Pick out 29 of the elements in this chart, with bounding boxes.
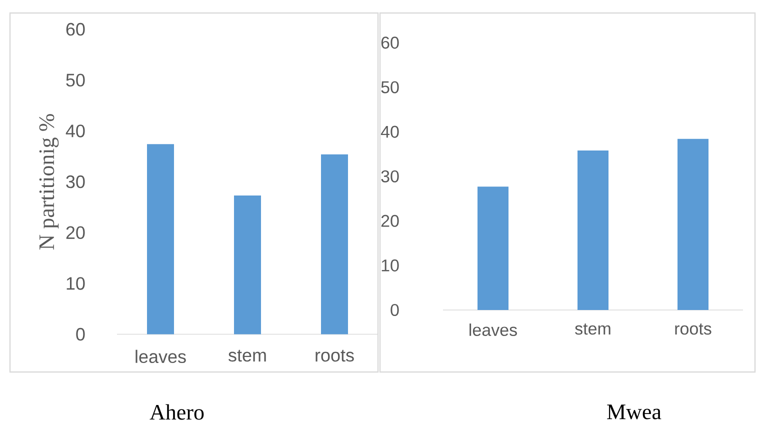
x-tick-label: leaves (470, 324, 517, 336)
y-tick-label: 10 (382, 259, 399, 272)
x-tick-label: roots (675, 324, 712, 335)
bar (578, 150, 608, 310)
y-tick-label: 40 (380, 126, 399, 138)
y-tick-label: 40 (66, 124, 85, 138)
y-tick-label: 0 (76, 328, 85, 341)
y-tick-label: 60 (381, 36, 399, 49)
y-tick-label: 60 (66, 22, 85, 36)
y-tick-label: 0 (390, 304, 399, 316)
x-tick-label: roots (316, 350, 354, 362)
x-tick-label: stem (575, 324, 610, 335)
y-tick-label: 50 (66, 74, 85, 86)
bar (321, 154, 348, 334)
y-tick-label: 30 (66, 175, 85, 188)
bar (147, 144, 174, 334)
y-tick-label: 10 (66, 277, 85, 290)
y-tick-label: 50 (381, 81, 399, 94)
text: Mwea (607, 404, 662, 420)
y-axis-title: N partitionig % (39, 114, 59, 250)
text: Ahero (150, 404, 204, 420)
x-tick-label: leaves (136, 350, 186, 364)
bar (677, 138, 708, 310)
bar (478, 186, 508, 310)
y-tick-label: 20 (381, 214, 399, 227)
bar (234, 196, 262, 334)
y-tick-label: 20 (66, 226, 85, 239)
y-tick-label: 30 (381, 170, 399, 182)
x-tick-label: stem (228, 350, 266, 362)
